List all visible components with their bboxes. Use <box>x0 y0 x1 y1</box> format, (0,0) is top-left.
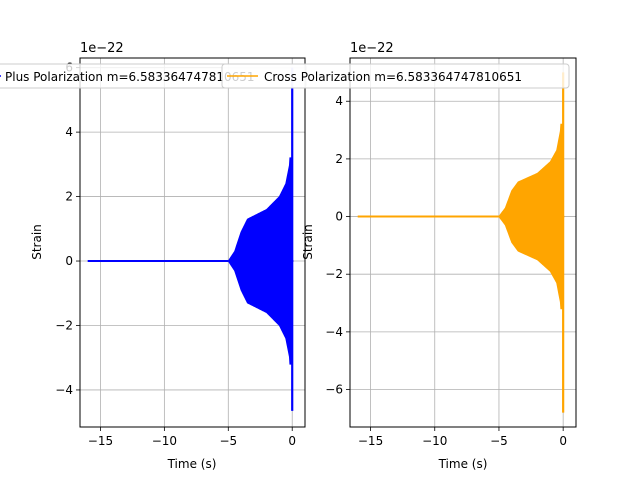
x-tick-label: −5 <box>219 434 237 448</box>
y-axis-label: Strain <box>301 224 315 260</box>
x-axis-label: Time (s) <box>167 457 217 471</box>
legend: Cross Polarization m=6.583364747810651 <box>221 63 570 89</box>
y-tick-label: −6 <box>325 383 343 397</box>
y-tick-label: −2 <box>325 267 343 281</box>
legend-label: Plus Polarization m=6.583364747810651 <box>5 70 255 84</box>
legend-label: Cross Polarization m=6.583364747810651 <box>264 70 522 84</box>
y-tick-label: 2 <box>65 190 73 204</box>
axes-frame <box>349 57 577 428</box>
x-tick-label: −15 <box>358 434 383 448</box>
y-tick-label: 0 <box>335 210 343 224</box>
y-tick-label: −4 <box>325 325 343 339</box>
offset-text: 1e−22 <box>350 41 394 56</box>
y-tick-label: 2 <box>335 152 343 166</box>
x-tick-label: −15 <box>88 434 113 448</box>
y-tick-label: −4 <box>55 383 73 397</box>
legend-box <box>221 63 570 89</box>
y-axis-label: Strain <box>30 224 44 260</box>
y-tick-label: 0 <box>65 254 73 268</box>
y-tick-label: 4 <box>335 94 343 108</box>
axes-frame <box>79 57 306 428</box>
plus-polarization-panel: −15−10−50−4−20246 1e−22 Time (s) Strain <box>30 41 306 471</box>
x-tick-label: −10 <box>422 434 447 448</box>
x-tick-label: 0 <box>288 434 296 448</box>
x-axis-label: Time (s) <box>438 457 488 471</box>
x-tick-label: −10 <box>152 434 177 448</box>
strain-trace <box>357 72 565 413</box>
strain-trace <box>87 67 294 411</box>
offset-text: 1e−22 <box>80 41 124 56</box>
x-tick-label: 0 <box>559 434 567 448</box>
y-tick-label: 4 <box>65 125 73 139</box>
x-tick-label: −5 <box>490 434 508 448</box>
cross-polarization-panel: −15 −10 −5 0 −6 −4 −2 0 2 4 1e−22 Time (s) Strain <box>301 41 577 471</box>
axis-ticks: −15 −10 −5 0 −6 −4 −2 0 2 4 <box>325 94 567 448</box>
y-tick-label: −2 <box>55 318 73 332</box>
